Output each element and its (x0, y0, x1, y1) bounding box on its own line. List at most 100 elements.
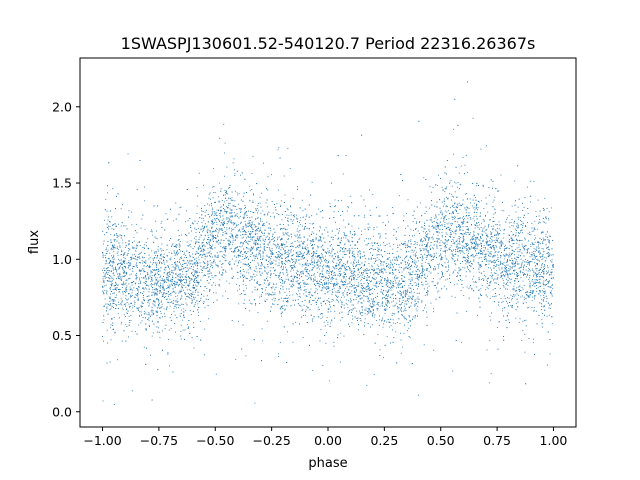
data-point (487, 225, 489, 227)
data-point (224, 254, 225, 256)
data-point (336, 268, 338, 270)
data-point (158, 321, 159, 323)
data-point (305, 283, 307, 285)
data-point (386, 295, 388, 297)
data-point (539, 219, 541, 221)
data-point (483, 256, 485, 258)
data-point (552, 284, 554, 286)
data-point (542, 276, 544, 278)
data-point (113, 303, 115, 304)
data-point (153, 293, 155, 295)
data-point (510, 274, 512, 275)
data-point (374, 262, 375, 264)
data-point (128, 266, 130, 268)
data-point (136, 189, 138, 191)
data-point (162, 316, 163, 318)
data-point (501, 267, 503, 269)
data-point (110, 324, 112, 326)
data-point (237, 246, 238, 248)
data-point (462, 235, 464, 237)
data-point (183, 254, 185, 255)
data-point (436, 185, 438, 187)
data-point (111, 248, 113, 250)
data-point (527, 260, 529, 262)
data-point (355, 287, 357, 289)
data-point (500, 298, 502, 300)
data-point (187, 293, 189, 294)
data-point (336, 278, 338, 280)
data-point (243, 271, 245, 273)
data-point (155, 282, 157, 284)
data-point (541, 309, 542, 311)
data-point (110, 280, 112, 282)
data-point (480, 294, 481, 296)
data-point (318, 246, 320, 248)
data-point (209, 192, 211, 194)
data-point (543, 277, 544, 279)
data-point (113, 403, 115, 405)
data-point (155, 220, 157, 222)
data-point (361, 312, 363, 313)
data-point (392, 270, 394, 271)
data-point (460, 165, 462, 167)
data-point (319, 268, 321, 270)
data-point (230, 247, 232, 249)
data-point (536, 215, 538, 217)
data-point (242, 217, 244, 219)
data-point (189, 256, 191, 258)
data-point (112, 300, 114, 302)
data-point (259, 244, 261, 246)
data-point (363, 334, 365, 335)
data-point (511, 238, 513, 240)
data-point (104, 285, 106, 287)
data-point (414, 303, 416, 305)
data-point (406, 243, 408, 245)
data-point (291, 267, 293, 268)
data-point (358, 238, 360, 240)
data-point (486, 241, 488, 243)
data-point (302, 309, 304, 311)
data-point (231, 320, 233, 322)
data-point (250, 232, 252, 234)
data-point (173, 269, 175, 271)
data-point (113, 234, 115, 236)
data-point (502, 279, 504, 281)
data-point (527, 221, 528, 223)
data-point (216, 224, 218, 225)
data-point (106, 276, 108, 278)
data-point (354, 248, 356, 249)
data-point (271, 253, 273, 255)
data-point (536, 255, 538, 257)
data-point (546, 208, 548, 210)
data-point (524, 333, 526, 335)
data-point (266, 206, 268, 208)
data-point (110, 299, 112, 301)
data-point (338, 273, 340, 274)
data-point (228, 197, 229, 199)
data-point (201, 221, 203, 223)
data-point (286, 268, 288, 270)
data-point (146, 281, 147, 283)
data-point (306, 227, 308, 229)
data-point (505, 247, 507, 249)
data-point (251, 251, 253, 253)
data-point (228, 263, 230, 265)
data-point (320, 318, 322, 320)
data-point (338, 270, 340, 272)
data-point (166, 218, 168, 220)
data-point (489, 247, 491, 249)
data-point (433, 253, 435, 255)
data-point (117, 284, 119, 286)
data-point (360, 195, 362, 197)
data-point (104, 254, 106, 256)
data-point (108, 258, 110, 260)
data-point (172, 302, 174, 304)
data-point (393, 273, 394, 275)
data-point (443, 285, 445, 287)
data-point (462, 157, 464, 158)
data-point (301, 199, 303, 201)
data-point (399, 322, 401, 324)
data-point (527, 251, 528, 253)
data-point (278, 256, 280, 258)
data-point (385, 284, 387, 286)
